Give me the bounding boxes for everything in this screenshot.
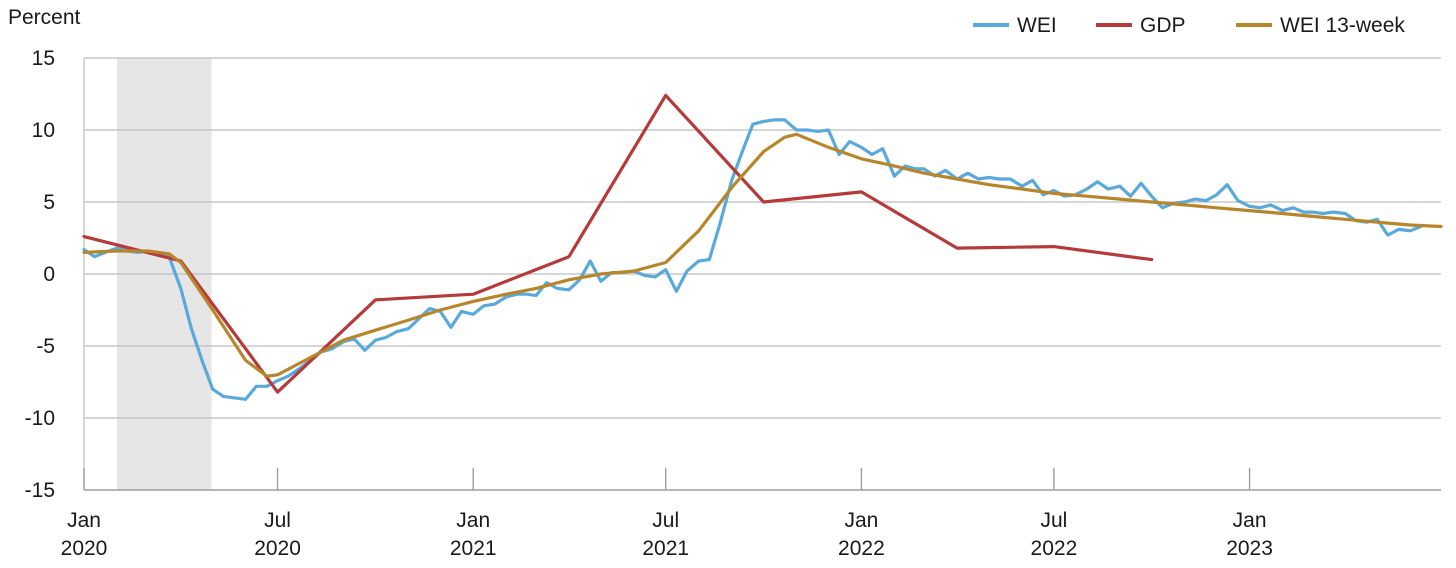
legend-label: WEI 13-week — [1280, 14, 1405, 37]
series-line-wei — [82, 118, 1423, 401]
legend-label: WEI — [1017, 14, 1057, 37]
series-line-wei-13-week — [82, 132, 1443, 378]
x-tick-month: Jan — [844, 509, 878, 532]
y-tick-label: -10 — [25, 407, 55, 430]
y-axis-label: Percent — [8, 6, 81, 29]
y-tick-label: -5 — [36, 335, 55, 358]
x-tick-month: Jan — [456, 509, 490, 532]
y-tick-label: -15 — [25, 479, 55, 502]
x-tick-year: 2022 — [1031, 537, 1078, 560]
legend-label: GDP — [1140, 14, 1186, 37]
x-tick-month: Jan — [67, 509, 101, 532]
x-tick-year: 2020 — [254, 537, 301, 560]
x-tick-year: 2020 — [61, 537, 108, 560]
x-tick-year: 2021 — [450, 537, 497, 560]
y-tick-label: 10 — [32, 119, 55, 142]
y-tick-label: 5 — [43, 191, 55, 214]
x-tick-year: 2023 — [1226, 537, 1273, 560]
x-tick-month: Jul — [264, 509, 291, 532]
x-tick-month: Jan — [1233, 509, 1267, 532]
x-tick-month: Jul — [1040, 509, 1067, 532]
legend: WEI GDP WEI 13-week — [973, 14, 1405, 37]
x-tick-year: 2021 — [642, 537, 689, 560]
y-tick-label: 15 — [32, 47, 55, 70]
series-line-gdp — [82, 93, 1154, 394]
y-tick-label: 0 — [43, 263, 55, 286]
x-tick-year: 2022 — [838, 537, 885, 560]
x-tick-month: Jul — [652, 509, 679, 532]
